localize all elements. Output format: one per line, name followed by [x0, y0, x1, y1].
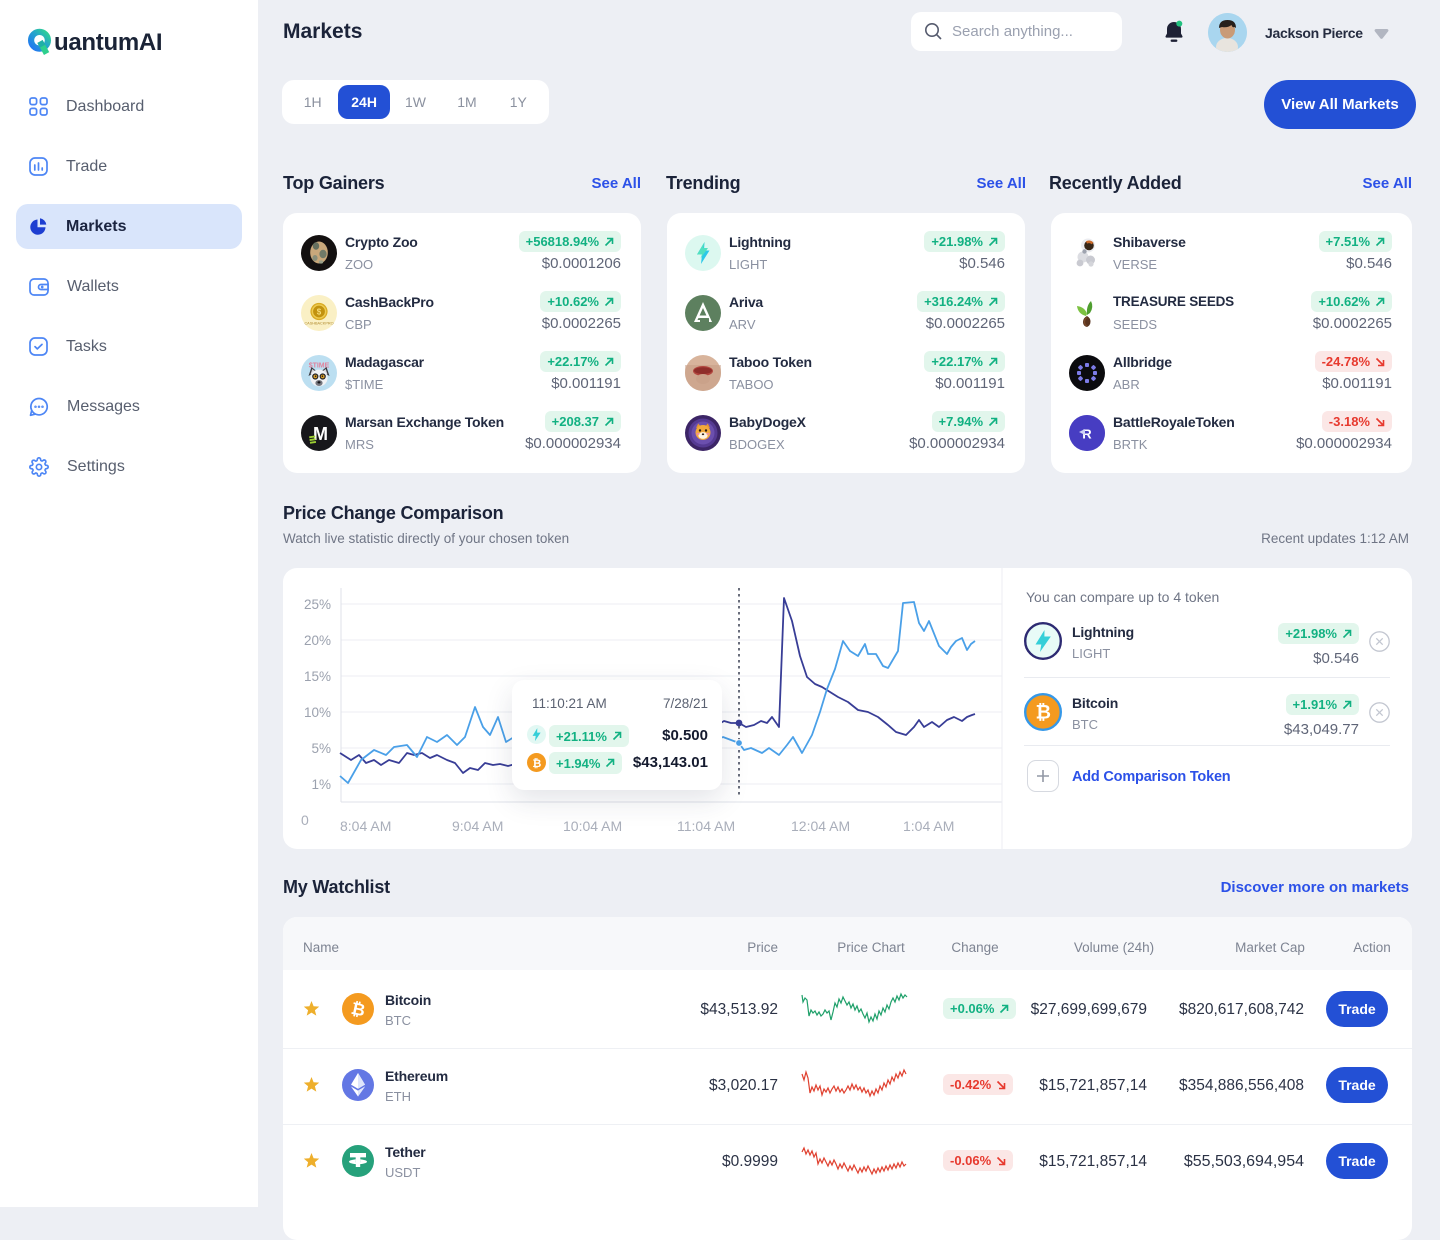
svg-text:M: M: [313, 424, 328, 444]
svg-text:$TIME: $TIME: [309, 363, 330, 370]
svg-text:₿: ₿: [1036, 703, 1051, 724]
svg-text:₿: ₿: [532, 758, 541, 770]
svg-text:CASHBACKPRO: CASHBACKPRO: [304, 322, 333, 326]
svg-text:R: R: [1082, 427, 1092, 442]
svg-text:$: $: [317, 308, 322, 317]
svg-text:₿: ₿: [349, 999, 367, 1020]
